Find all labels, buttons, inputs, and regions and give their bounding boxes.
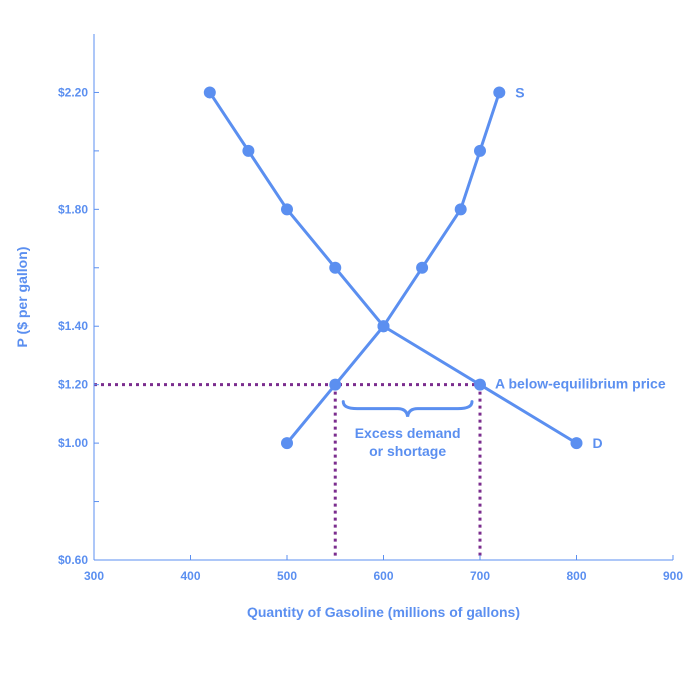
d-point bbox=[570, 437, 583, 450]
d-point bbox=[242, 144, 255, 157]
guide-lines bbox=[94, 383, 482, 560]
d-point bbox=[203, 86, 216, 99]
y-tick-label: $1.00 bbox=[58, 436, 88, 450]
y-tick-label: $1.40 bbox=[58, 319, 88, 333]
x-tick-label: 900 bbox=[663, 569, 683, 583]
x-tick-label: 800 bbox=[566, 569, 586, 583]
annotations: Excess demand or shortage A below-equili… bbox=[341, 376, 666, 459]
s-point bbox=[416, 261, 429, 274]
shortage-brace bbox=[341, 400, 474, 417]
d-point bbox=[377, 320, 390, 333]
below-equilibrium-price-label: A below-equilibrium price bbox=[495, 376, 666, 392]
s-curve-line bbox=[285, 91, 501, 445]
s-point bbox=[474, 144, 486, 157]
y-tick-label: $1.80 bbox=[58, 202, 88, 216]
s-point bbox=[454, 203, 467, 216]
shortage-label-line1: Excess demand bbox=[355, 425, 461, 441]
d-curve-label: D bbox=[593, 435, 603, 451]
s-point bbox=[493, 86, 506, 99]
y-axis-title: P ($ per gallon) bbox=[14, 247, 30, 348]
d-point bbox=[329, 261, 342, 274]
series-curves: SD bbox=[203, 84, 603, 451]
x-tick-label: 300 bbox=[84, 569, 104, 583]
x-tick-label: 400 bbox=[180, 569, 200, 583]
s-point bbox=[281, 437, 293, 450]
y-tick-label: $0.60 bbox=[58, 553, 88, 567]
y-tick-label: $1.20 bbox=[58, 378, 88, 392]
s-point bbox=[329, 378, 342, 391]
s-curve-label: S bbox=[515, 84, 524, 100]
shortage-label-line2: or shortage bbox=[369, 443, 446, 459]
axis-ticks: 300 400 500 600 700 800 900 $0.60 $1.00 $1.20 $1.4… bbox=[58, 85, 683, 583]
x-tick-label: 500 bbox=[277, 569, 297, 583]
x-tick-label: 600 bbox=[373, 569, 393, 583]
d-point bbox=[281, 203, 293, 216]
axes bbox=[93, 34, 673, 561]
y-tick-label: $2.20 bbox=[58, 85, 88, 99]
x-axis-title: Quantity of Gasoline (millions of gallon… bbox=[247, 604, 520, 620]
d-point bbox=[474, 378, 486, 391]
x-tick-label: 700 bbox=[470, 569, 490, 583]
series-s: S bbox=[281, 84, 525, 450]
series-d: D bbox=[203, 86, 603, 451]
